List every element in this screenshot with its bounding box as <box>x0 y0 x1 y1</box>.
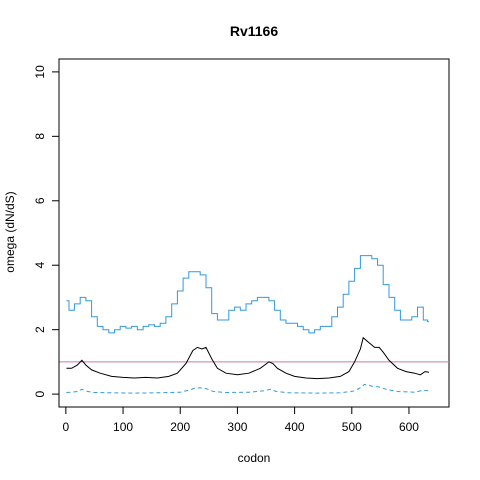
y-axis-label: omega (dN/dS) <box>3 191 17 272</box>
x-tick-label: 100 <box>113 420 133 434</box>
series-line-upper <box>66 255 429 334</box>
x-axis-label: codon <box>238 451 271 465</box>
series-layer <box>66 255 430 394</box>
x-tick-label: 600 <box>399 420 419 434</box>
x-tick-label: 500 <box>342 420 362 434</box>
x-tick-label: 200 <box>170 420 190 434</box>
chart-title: Rv1166 <box>230 23 278 39</box>
series-line-mean <box>66 336 430 380</box>
x-tick-label: 300 <box>227 420 247 434</box>
x-tick-label: 0 <box>63 420 70 434</box>
y-tick-label: 8 <box>33 133 47 140</box>
plot-frame <box>58 58 450 408</box>
y-tick-label: 10 <box>33 65 47 79</box>
y-tick-label: 2 <box>33 326 47 333</box>
x-axis: 0 100 200 300 400 500 600 <box>63 406 419 434</box>
x-tick-label: 400 <box>285 420 305 434</box>
y-tick-label: 0 <box>33 390 47 397</box>
y-axis: 0 2 4 6 8 10 <box>33 65 60 397</box>
y-tick-label: 6 <box>33 197 47 204</box>
series-line-lower <box>66 383 430 394</box>
y-tick-label: 4 <box>33 262 47 269</box>
